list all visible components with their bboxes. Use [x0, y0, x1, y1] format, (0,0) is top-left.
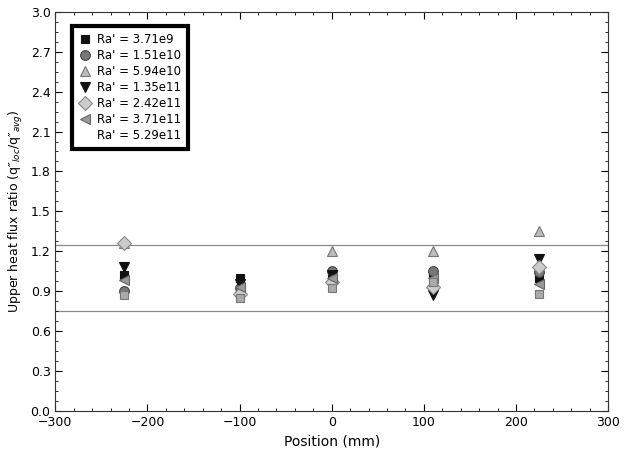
Ra' = 5.94e10 — [236, 286, 243, 291]
X-axis label: Position (mm): Position (mm) — [283, 434, 380, 448]
Ra' = 5.94e10 — [429, 248, 437, 254]
Ra' = 1.51e10 — [120, 288, 128, 294]
Line: Ra' = 2.42e11: Ra' = 2.42e11 — [120, 238, 544, 298]
Ra' = 1.35e11 — [236, 282, 243, 287]
Ra' = 1.35e11 — [328, 273, 335, 278]
Line: Ra' = 5.29e11: Ra' = 5.29e11 — [120, 278, 543, 302]
Ra' = 2.42e11 — [120, 240, 128, 246]
Ra' = 1.51e10 — [535, 270, 543, 275]
Ra' = 1.35e11 — [120, 264, 128, 270]
Ra' = 2.42e11 — [535, 264, 543, 270]
Ra' = 1.35e11 — [535, 257, 543, 262]
Ra' = 2.42e11 — [429, 284, 437, 290]
Ra' = 3.71e9 — [120, 273, 128, 278]
Ra' = 2.42e11 — [236, 291, 243, 296]
Line: Ra' = 1.51e10: Ra' = 1.51e10 — [120, 266, 544, 296]
Ra' = 5.94e10 — [120, 240, 128, 246]
Ra' = 5.29e11 — [328, 286, 335, 291]
Ra' = 1.51e10 — [429, 268, 437, 274]
Line: Ra' = 1.35e11: Ra' = 1.35e11 — [120, 254, 544, 300]
Ra' = 2.42e11 — [328, 279, 335, 284]
Ra' = 5.29e11 — [120, 292, 128, 298]
Ra' = 5.94e10 — [535, 228, 543, 234]
Line: Ra' = 3.71e9: Ra' = 3.71e9 — [120, 271, 543, 282]
Ra' = 3.71e9 — [429, 273, 437, 279]
Ra' = 3.71e11 — [429, 275, 437, 280]
Ra' = 5.29e11 — [429, 279, 437, 284]
Ra' = 1.35e11 — [429, 292, 437, 298]
Line: Ra' = 3.71e11: Ra' = 3.71e11 — [120, 273, 544, 292]
Ra' = 1.51e10 — [328, 268, 335, 274]
Y-axis label: Upper heat flux ratio (q″$_{loc}$/q″$_{avg}$): Upper heat flux ratio (q″$_{loc}$/q″$_{a… — [7, 110, 25, 313]
Legend: Ra' = 3.71e9, Ra' = 1.51e10, Ra' = 5.94e10, Ra' = 1.35e11, Ra' = 2.42e11, Ra' = : Ra' = 3.71e9, Ra' = 1.51e10, Ra' = 5.94e… — [72, 26, 189, 149]
Ra' = 1.51e10 — [236, 286, 243, 291]
Ra' = 3.71e11 — [236, 284, 243, 290]
Ra' = 5.29e11 — [535, 291, 543, 296]
Ra' = 3.71e11 — [120, 278, 128, 283]
Ra' = 3.71e9 — [236, 275, 243, 280]
Ra' = 5.94e10 — [328, 248, 335, 254]
Ra' = 3.71e9 — [535, 275, 543, 280]
Ra' = 3.71e11 — [328, 275, 335, 280]
Ra' = 5.29e11 — [236, 295, 243, 300]
Ra' = 3.71e9 — [328, 273, 335, 278]
Ra' = 3.71e11 — [535, 282, 543, 287]
Line: Ra' = 5.94e10: Ra' = 5.94e10 — [120, 227, 544, 293]
